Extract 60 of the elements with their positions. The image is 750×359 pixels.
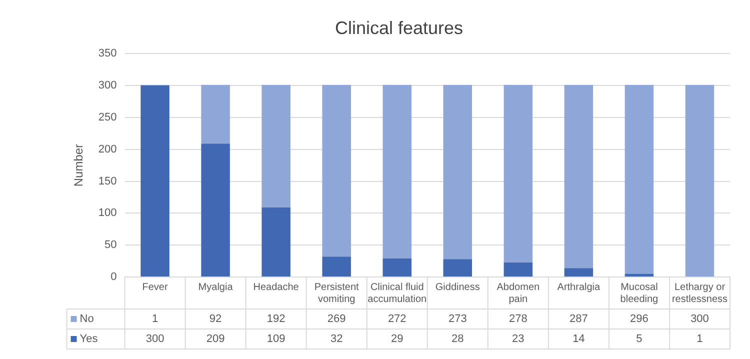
bar xyxy=(504,262,533,276)
bar xyxy=(624,274,654,276)
y-tick-label: 200 xyxy=(98,143,117,156)
data-label: 32 xyxy=(330,333,343,346)
bar xyxy=(201,144,230,276)
x-tick-label: Clinical fluid accumulation xyxy=(368,282,427,305)
bar xyxy=(140,86,170,276)
y-tick-label: 0 xyxy=(110,271,117,284)
bar xyxy=(382,84,412,258)
x-tick-label: Arthralgia xyxy=(557,282,601,293)
bar xyxy=(504,84,533,262)
bar xyxy=(443,84,472,260)
data-label: 300 xyxy=(146,333,164,346)
data-label: 109 xyxy=(266,333,286,346)
data-label: 287 xyxy=(570,313,588,326)
bar xyxy=(443,259,472,276)
bar xyxy=(382,258,412,276)
bar xyxy=(262,207,290,276)
y-tick-label: 50 xyxy=(104,239,117,252)
x-tick-label: Myalgia xyxy=(198,282,234,293)
y-tick-label: 300 xyxy=(98,80,117,92)
y-tick-label: 150 xyxy=(98,175,117,188)
data-label: 5 xyxy=(636,333,642,346)
x-tick-label: Persistent vomiting xyxy=(314,282,360,305)
legend-label: No xyxy=(80,313,94,326)
x-tick-label: Lethargy or restlessness xyxy=(672,282,728,305)
data-label: 269 xyxy=(327,313,346,326)
data-label: 23 xyxy=(512,333,524,346)
data-label: 28 xyxy=(452,333,464,346)
bar xyxy=(685,84,714,276)
data-label: 14 xyxy=(572,333,585,346)
data-label: 272 xyxy=(388,313,406,326)
bar xyxy=(322,256,351,276)
x-tick-label: Abdomen pain xyxy=(496,282,540,305)
legend-label: Yes xyxy=(80,333,98,346)
bar xyxy=(262,84,290,208)
bar xyxy=(201,84,230,144)
data-label: 296 xyxy=(630,313,648,326)
data-label: 29 xyxy=(390,333,404,346)
data-label: 192 xyxy=(266,313,286,326)
bar xyxy=(322,84,351,257)
data-label: 300 xyxy=(690,313,709,326)
x-tick-label: Headache xyxy=(253,282,300,293)
x-tick-label: Giddiness xyxy=(435,282,480,293)
data-label: 209 xyxy=(206,333,225,346)
y-tick-label: 350 xyxy=(98,48,117,60)
y-tick-label: 250 xyxy=(98,111,117,124)
data-label: 1 xyxy=(152,313,158,326)
bar xyxy=(624,84,654,274)
x-tick-label: Mucosal bleeding xyxy=(620,282,658,305)
data-label: 278 xyxy=(508,313,528,326)
bar xyxy=(564,84,594,268)
chart-title: Clinical features xyxy=(334,18,464,38)
data-label: 1 xyxy=(696,333,703,346)
data-label: 92 xyxy=(209,313,222,326)
y-axis-title: Number xyxy=(72,144,86,187)
data-label: 273 xyxy=(448,313,467,326)
x-tick-label: Fever xyxy=(142,282,168,293)
bar xyxy=(564,268,594,276)
y-tick-label: 100 xyxy=(98,207,117,220)
